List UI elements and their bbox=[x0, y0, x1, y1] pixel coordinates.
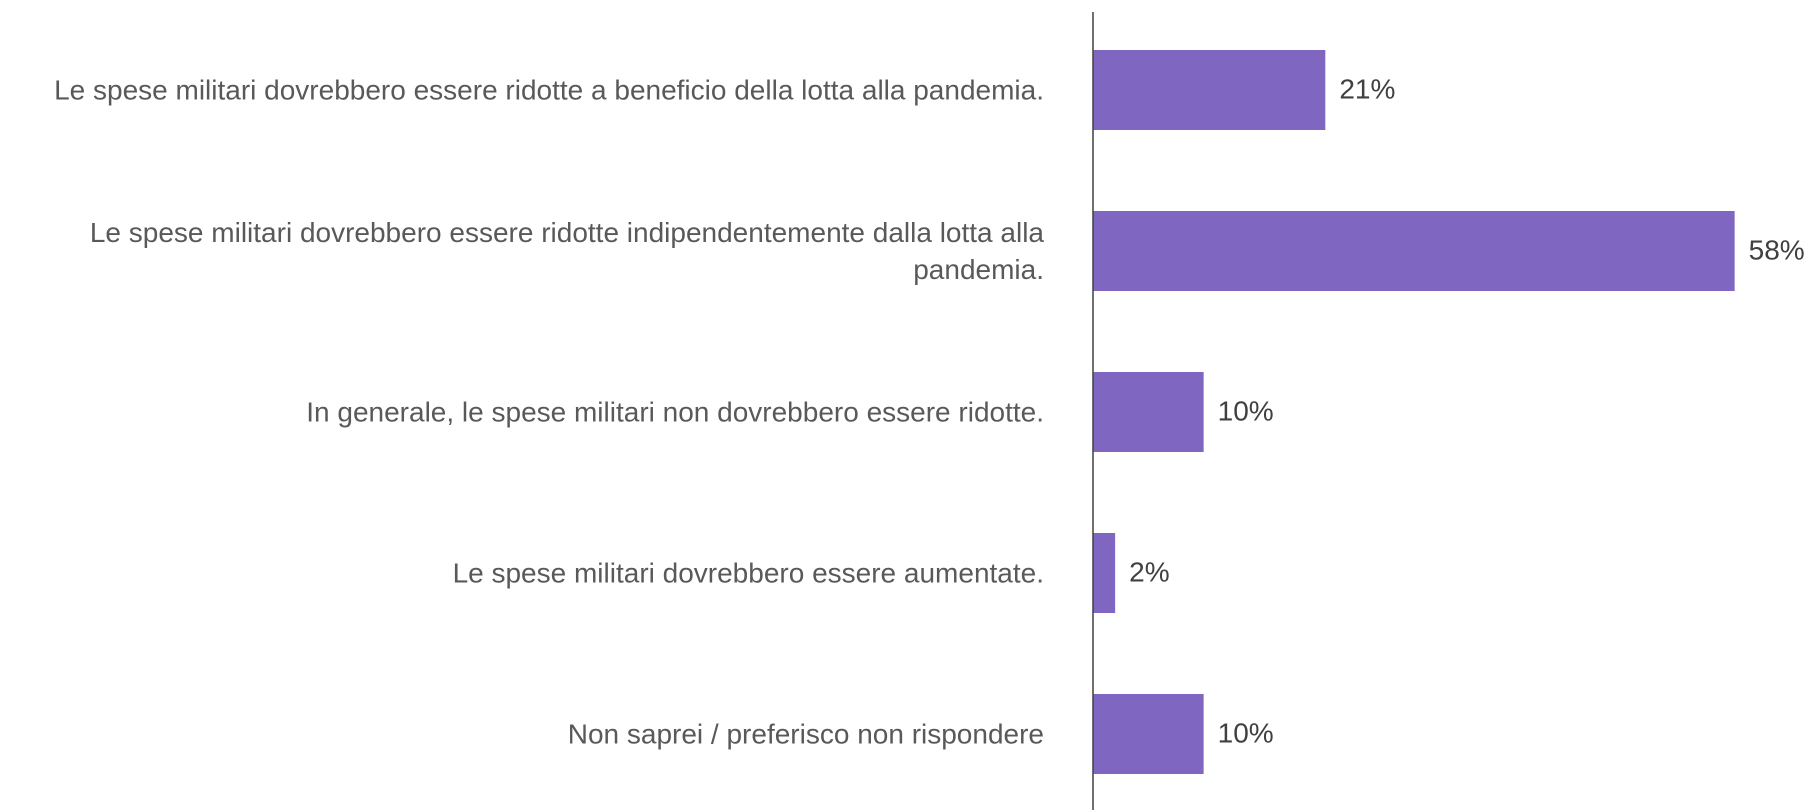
bar bbox=[1093, 372, 1204, 452]
bar bbox=[1093, 50, 1326, 130]
category-label: Le spese militari dovrebbero essere rido… bbox=[89, 217, 1044, 285]
category-label: In generale, le spese militari non dovre… bbox=[306, 396, 1044, 428]
value-label: 10% bbox=[1218, 395, 1274, 426]
category-label: Non saprei / preferisco non rispondere bbox=[567, 718, 1044, 750]
value-label: 2% bbox=[1129, 556, 1169, 587]
value-label: 10% bbox=[1218, 717, 1274, 748]
bar bbox=[1093, 211, 1735, 291]
category-label: Le spese militari dovrebbero essere aume… bbox=[452, 557, 1044, 589]
bar bbox=[1093, 533, 1116, 613]
value-label: 58% bbox=[1749, 234, 1805, 265]
bar bbox=[1093, 694, 1204, 774]
category-label: Le spese militari dovrebbero essere rido… bbox=[54, 74, 1044, 106]
value-label: 21% bbox=[1339, 73, 1395, 104]
